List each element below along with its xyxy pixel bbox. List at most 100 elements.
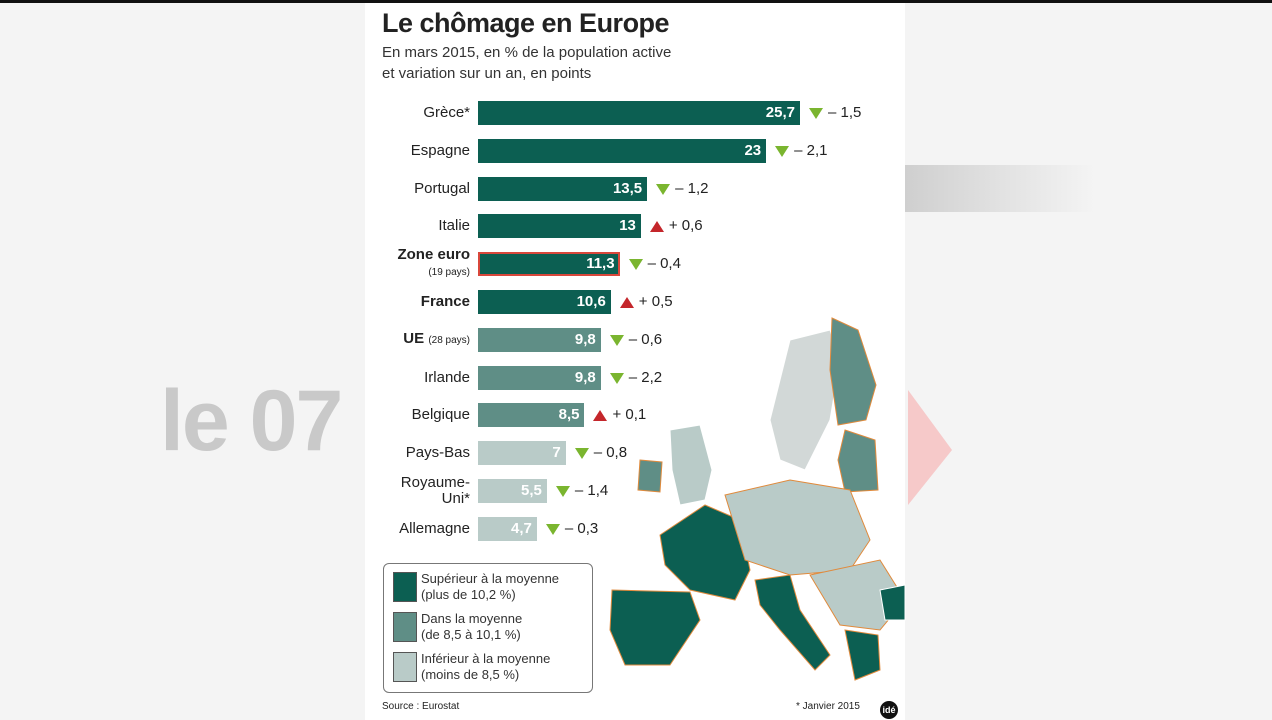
category-name: Zone euro [397,246,470,264]
chart-title: Le chômage en Europe [382,8,670,38]
category-note: (28 pays) [428,334,470,346]
category-text: Allemagne [399,519,470,537]
change-label: + 0,6 [668,217,703,235]
change-label: – 0,6 [628,330,663,348]
legend-swatch [393,572,417,602]
change-marker [593,410,608,422]
legend [383,563,593,693]
bar [478,403,585,428]
value-label: 7 [552,444,561,462]
change-label: – 2,1 [794,141,828,159]
change-label: – 1,5 [828,104,862,121]
bar [478,176,648,201]
category-name: Italie [438,217,470,235]
category-label: Allemagne [382,512,470,546]
change-label: + 0,1 [612,406,647,424]
change-marker [628,259,643,271]
value-label: 10,6 [576,293,606,310]
category-text: Irlande [424,369,470,386]
change-label: – 1,2 [675,179,709,197]
change-arrow [555,486,570,497]
map-scandinavia [769,329,841,471]
category-label: Portugal [382,172,470,206]
category-text: Grèce* [423,105,470,121]
category-label: Zone euro (19 pays) [382,247,470,281]
change-marker [545,523,560,535]
overlay-arrow [908,390,952,505]
change-arrow [775,145,790,157]
value-label: 13 [619,217,636,235]
category-name: Portugal [414,179,470,197]
value-label: 25,7 [765,104,795,121]
value-label: 9,8 [574,368,596,386]
map-iberia [609,589,701,666]
category-text: Espagne [410,141,470,159]
change-arrow [545,523,560,535]
change-marker [555,486,570,497]
bar [478,214,641,239]
change-label: – 1,4 [574,482,609,499]
category-label: UE (28 pays) [382,323,470,357]
category-label: Grèce* [382,96,470,130]
chart-subtitle: et variation sur un an, en points [382,65,592,82]
map-baltics [837,429,879,493]
legend-label: (de 8,5 à 10,1 %) [421,627,521,642]
category-note: (19 pays) [428,267,470,279]
change-marker [609,372,624,384]
category-name: Pays-Bas [405,444,470,462]
legend-label: Dans la moyenne [421,611,523,626]
legend-swatch [393,652,417,682]
change-arrow [609,334,624,346]
category-text: Zone euro (19 pays) [382,247,470,281]
change-marker [619,297,634,308]
category-name: Royaume-Uni* [400,474,470,507]
value-label: 23 [744,141,762,159]
bar [478,365,601,390]
value-label: 5,5 [521,482,542,499]
chart-subtitle: En mars 2015, en % de la population acti… [382,44,672,61]
category-label: Italie [382,209,470,243]
value-label: 11,3 [586,255,615,273]
change-label: – 0,3 [564,519,599,537]
change-arrow [649,221,664,233]
change-label: + 0,5 [638,293,673,310]
change-marker [775,145,790,157]
bar [478,252,620,277]
map-finland [829,317,877,426]
category-label: Pays-Bas [382,436,470,470]
bar [478,327,601,352]
bar [478,138,767,163]
value-label: 9,8 [574,330,596,348]
change-label: – 0,4 [647,255,681,273]
map-ireland [637,459,663,493]
bar [478,441,566,466]
category-name: UE [403,329,425,347]
bar [478,479,547,503]
map-italy [754,574,831,671]
category-text: Pays-Bas [406,445,470,461]
bar [478,101,800,125]
change-label: – 0,8 [593,444,628,462]
category-text: France [421,294,470,310]
logo: idé [880,701,898,719]
legend-swatch [393,612,417,642]
category-label: Irlande [382,361,470,395]
change-arrow [809,108,823,119]
category-label: Royaume-Uni* [382,474,470,508]
legend-label: (plus de 10,2 %) [421,587,516,602]
change-arrow [609,372,624,384]
bar [478,290,611,314]
top-border [0,0,1272,3]
category-label: Belgique [382,398,470,432]
category-text: Italie [438,218,470,234]
category-name: Belgique [411,406,470,424]
category-text: Belgique [412,407,470,423]
legend-label: Supérieur à la moyenne [421,571,560,586]
change-arrow [593,410,608,422]
category-name: Allemagne [399,519,470,537]
category-name: Espagne [410,141,470,159]
category-text: Royaume-Uni* [382,475,470,507]
